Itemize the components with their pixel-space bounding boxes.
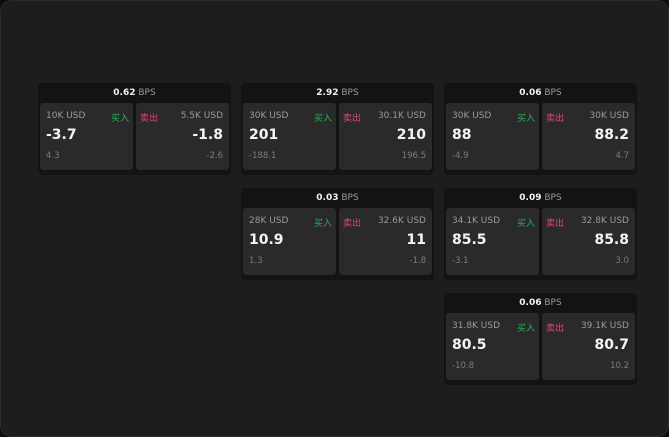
buy-quote[interactable]: 28K USD 买入 10.9 1.3	[243, 208, 336, 275]
buy-change: -10.8	[452, 361, 474, 371]
sell-size: 5.5K USD	[180, 111, 223, 121]
sell-quote[interactable]: 32.8K USD 卖出 85.8 3.0	[542, 208, 635, 275]
buy-size: 34.1K USD	[452, 216, 501, 226]
quote-panel: 2.92 BPS 30K USD 买入 201 -188.1 30.1K USD…	[241, 83, 434, 175]
spread-value: 0.62	[113, 88, 136, 98]
spread-header: 0.09 BPS	[444, 188, 637, 208]
buy-label[interactable]: 买入	[313, 219, 332, 229]
buy-change: 4.3	[46, 151, 60, 161]
sell-label[interactable]: 卖出	[546, 324, 565, 334]
spread-header: 0.06 BPS	[444, 293, 637, 313]
sell-change: 3.0	[615, 256, 629, 266]
spread-unit: BPS	[544, 298, 562, 308]
quote-panel: 0.06 BPS 31.8K USD 买入 80.5 -10.8 39.1K U…	[444, 293, 637, 385]
spread-unit: BPS	[544, 88, 562, 98]
sell-quote[interactable]: 30K USD 卖出 88.2 4.7	[542, 103, 635, 170]
sell-label[interactable]: 卖出	[343, 114, 362, 124]
spread-header: 0.03 BPS	[241, 188, 434, 208]
sell-change: 4.7	[615, 151, 629, 161]
spread-value: 0.03	[316, 193, 339, 203]
sell-label[interactable]: 卖出	[546, 114, 565, 124]
sell-change: 10.2	[610, 361, 629, 371]
sell-quote[interactable]: 39.1K USD 卖出 80.7 10.2	[542, 313, 635, 380]
buy-size: 30K USD	[249, 111, 289, 121]
buy-label[interactable]: 买入	[313, 114, 332, 124]
sell-change: -2.6	[206, 151, 223, 161]
buy-size: 31.8K USD	[452, 321, 501, 331]
spread-value: 0.06	[519, 88, 542, 98]
sell-quote[interactable]: 32.6K USD 卖出 11 -1.8	[339, 208, 432, 275]
buy-size: 28K USD	[249, 216, 289, 226]
spread-unit: BPS	[138, 88, 156, 98]
spread-header: 0.06 BPS	[444, 83, 637, 103]
quote-panel: 0.03 BPS 28K USD 买入 10.9 1.3 32.6K USD 卖…	[241, 188, 434, 280]
buy-price: 85.5	[452, 232, 487, 248]
quote-panel: 0.62 BPS 10K USD 买入 -3.7 4.3 5.5K USD 卖出…	[38, 83, 231, 175]
buy-quote[interactable]: 10K USD 买入 -3.7 4.3	[40, 103, 133, 170]
sell-size: 39.1K USD	[580, 321, 629, 331]
buy-price: 88	[452, 127, 472, 143]
sell-label[interactable]: 卖出	[140, 114, 159, 124]
sell-price: 11	[406, 232, 426, 248]
sell-price: 85.8	[594, 232, 629, 248]
sell-price: -1.8	[192, 127, 223, 143]
sell-price: 210	[396, 127, 426, 143]
buy-change: 1.3	[249, 256, 263, 266]
buy-size: 30K USD	[452, 111, 492, 121]
sell-label[interactable]: 卖出	[343, 219, 362, 229]
buy-quote[interactable]: 31.8K USD 买入 80.5 -10.8	[446, 313, 539, 380]
sell-size: 32.8K USD	[580, 216, 629, 226]
sell-size: 30.1K USD	[377, 111, 426, 121]
spread-value: 0.06	[519, 298, 542, 308]
buy-quote[interactable]: 30K USD 买入 88 -4.9	[446, 103, 539, 170]
quote-panel: 0.06 BPS 30K USD 买入 88 -4.9 30K USD 卖出 8…	[444, 83, 637, 175]
spread-header: 2.92 BPS	[241, 83, 434, 103]
buy-quote[interactable]: 34.1K USD 买入 85.5 -3.1	[446, 208, 539, 275]
spread-header: 0.62 BPS	[38, 83, 231, 103]
buy-label[interactable]: 买入	[516, 324, 535, 334]
buy-quote[interactable]: 30K USD 买入 201 -188.1	[243, 103, 336, 170]
buy-price: 10.9	[249, 232, 284, 248]
spread-value: 0.09	[519, 193, 542, 203]
sell-size: 32.6K USD	[377, 216, 426, 226]
sell-quote[interactable]: 5.5K USD 卖出 -1.8 -2.6	[136, 103, 229, 170]
buy-change: -4.9	[452, 151, 469, 161]
buy-price: -3.7	[46, 127, 77, 143]
sell-quote[interactable]: 30.1K USD 卖出 210 196.5	[339, 103, 432, 170]
spread-unit: BPS	[341, 193, 359, 203]
buy-label[interactable]: 买入	[110, 114, 129, 124]
buy-price: 201	[249, 127, 279, 143]
buy-label[interactable]: 买入	[516, 219, 535, 229]
spread-unit: BPS	[341, 88, 359, 98]
quote-panel: 0.09 BPS 34.1K USD 买入 85.5 -3.1 32.8K US…	[444, 188, 637, 280]
buy-label[interactable]: 买入	[516, 114, 535, 124]
sell-label[interactable]: 卖出	[546, 219, 565, 229]
sell-price: 80.7	[594, 337, 629, 353]
sell-price: 88.2	[594, 127, 629, 143]
spread-unit: BPS	[544, 193, 562, 203]
spread-value: 2.92	[316, 88, 339, 98]
sell-size: 30K USD	[589, 111, 629, 121]
sell-change: 196.5	[401, 151, 426, 161]
buy-price: 80.5	[452, 337, 487, 353]
buy-change: -3.1	[452, 256, 469, 266]
buy-change: -188.1	[249, 151, 277, 161]
buy-size: 10K USD	[46, 111, 86, 121]
sell-change: -1.8	[409, 256, 426, 266]
